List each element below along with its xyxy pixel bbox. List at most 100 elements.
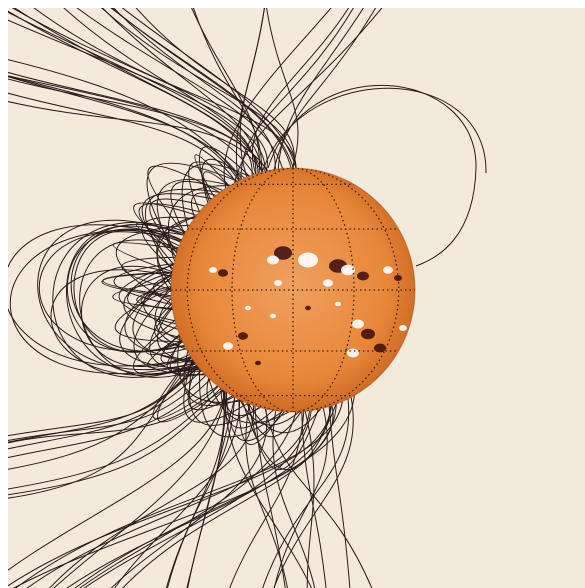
closed-field-loop [133, 289, 206, 376]
closed-field-loop [202, 171, 230, 201]
open-field-line-northwest [8, 75, 255, 175]
open-field-line-southwest [8, 387, 222, 490]
large-closed-loop [73, 230, 183, 353]
open-field-line-south [83, 410, 312, 588]
open-field-line-north [8, 10, 253, 176]
open-field-line-north [192, 8, 263, 173]
lat-lon-grid [171, 168, 415, 412]
open-field-line-southwest [8, 386, 219, 444]
open-field-line-north [76, 8, 283, 169]
open-field-line-south [110, 408, 268, 588]
open-field-line-north [101, 8, 297, 169]
open-field-line-north [33, 8, 297, 169]
closed-field-loop [102, 271, 173, 297]
open-field-line-south [8, 405, 332, 587]
dark-active-region [374, 343, 386, 353]
dark-active-region [238, 332, 248, 340]
dark-active-region [274, 246, 292, 260]
large-closed-loop [81, 266, 190, 367]
dark-active-region [305, 305, 311, 311]
open-field-line-south [114, 399, 241, 588]
open-field-line-north [251, 8, 350, 174]
closed-field-loop [136, 286, 173, 310]
dark-active-region [357, 271, 369, 281]
closed-field-loop [158, 297, 183, 341]
closed-field-loop [188, 161, 238, 212]
bright-active-region [383, 266, 393, 274]
longitude-line [231, 168, 294, 412]
open-field-line-northwest [8, 100, 263, 173]
closed-field-loop [239, 399, 300, 426]
open-field-line-south [49, 405, 254, 588]
closed-field-loop [146, 162, 238, 254]
bright-active-region [298, 252, 318, 268]
open-field-line-north [135, 8, 295, 169]
open-field-line-north [239, 8, 265, 178]
open-field-line-south [224, 391, 313, 588]
closed-field-loop [124, 272, 194, 362]
bright-active-region [399, 325, 407, 331]
active-regions [209, 246, 407, 366]
closed-field-loop [199, 368, 283, 438]
closed-field-loop [146, 325, 187, 355]
closed-field-loop [183, 359, 249, 423]
open-field-line-north [277, 8, 364, 169]
closed-field-loop [220, 388, 274, 429]
bright-active-region [245, 305, 251, 311]
closed-field-loop [147, 165, 220, 235]
open-field-line-south [53, 391, 226, 588]
open-field-line-south [26, 410, 310, 588]
closed-field-loop [170, 181, 223, 234]
large-loop-northeast-outer [262, 87, 487, 174]
longitude-line [186, 168, 294, 412]
closed-field-loop [123, 263, 181, 339]
bright-active-region [274, 280, 282, 286]
sun-limb [170, 167, 416, 413]
open-field-line-northwest [8, 75, 240, 181]
open-field-line-south [8, 391, 226, 571]
open-field-line-southwest [8, 389, 224, 496]
closed-field-loop [225, 392, 285, 442]
open-field-line-south [74, 395, 355, 588]
open-field-line-southwest [8, 365, 199, 443]
open-field-line-northwest [8, 59, 241, 181]
closed-field-loop [198, 146, 250, 202]
open-field-line-north [8, 19, 266, 172]
dark-active-region [361, 328, 375, 340]
open-field-line-north [234, 8, 383, 184]
open-field-line-northwest [8, 78, 268, 171]
open-field-line-south [262, 398, 350, 588]
open-field-line-north [273, 8, 377, 170]
bright-active-region [352, 319, 364, 329]
closed-field-loop [140, 287, 173, 311]
open-field-line-north [223, 8, 332, 189]
longitude-line [292, 168, 355, 412]
open-field-line-south [328, 406, 351, 588]
large-closed-loop [38, 231, 185, 352]
bright-active-region [347, 348, 359, 358]
bright-active-region [209, 267, 217, 273]
magnetic-field-lines [8, 8, 487, 588]
open-field-line-north [121, 8, 297, 169]
large-closed-loop [37, 219, 196, 370]
large-loop-northeast [267, 85, 477, 267]
open-field-line-south [79, 411, 297, 588]
open-field-line-south [229, 411, 305, 588]
bright-active-region [270, 313, 276, 319]
closed-field-loop [156, 356, 224, 423]
large-closed-loop [9, 229, 196, 375]
closed-field-loop [141, 216, 195, 269]
bright-active-region [267, 255, 279, 265]
large-closed-loop [50, 269, 199, 376]
open-field-line-southwest [8, 364, 198, 470]
closed-field-loop [206, 378, 235, 404]
open-field-line-north [11, 8, 268, 172]
large-closed-loop [8, 224, 192, 367]
dark-active-region [255, 360, 261, 366]
bright-active-region [335, 301, 341, 307]
open-field-line-south [272, 410, 316, 588]
bright-active-region [323, 279, 333, 287]
closed-field-loop [101, 272, 173, 298]
solar-disk [170, 167, 416, 413]
open-field-line-southwest [8, 366, 199, 437]
